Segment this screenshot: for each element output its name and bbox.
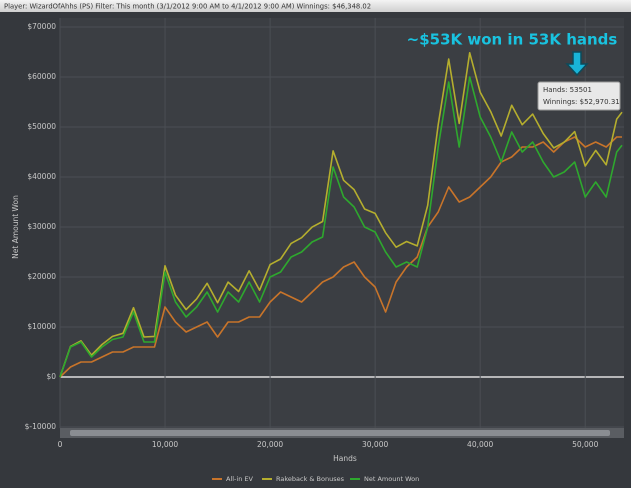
tooltip-line: Winnings: $52,970.31 [543,98,620,106]
legend-label: All-in EV [226,475,254,483]
x-tick-label: 20,000 [257,440,283,449]
y-tick-label: $-10000 [25,422,57,431]
series-line [59,76,623,378]
y-tick-label: $40000 [27,172,56,181]
y-tick-label: $60000 [27,72,56,81]
legend: All-in EV Rakeback & Bonuses Net Amount Wo… [212,475,419,483]
plot-area [60,18,624,438]
x-tick-label: 50,000 [572,440,598,449]
x-tick-label: 0 [58,440,63,449]
y-tick-label: $0 [46,372,56,381]
y-tick-label: $20000 [27,272,56,281]
arrow [565,51,589,77]
y-tick-label: $10000 [27,322,56,331]
legend-label: Rakeback & Bonuses [276,475,345,483]
header-text: Player: WizardOfAhhs (PS) Filter: This m… [4,3,371,11]
x-tick-label: 10,000 [152,440,178,449]
legend-label: Net Amount Won [364,475,419,483]
tooltip [537,81,621,111]
series-line [59,52,623,378]
y-tick-label: $50000 [27,122,56,131]
x-axis-label: Hands [333,454,357,463]
x-tick-label: 30,000 [362,440,388,449]
header-bar [0,0,631,12]
series-line [59,136,622,378]
scrollbar-thumb[interactable] [70,430,610,436]
lines [59,52,623,378]
y-tick-label: $30000 [27,222,56,231]
x-tick-label: 40,000 [467,440,493,449]
y-tick-label: $70000 [27,22,56,31]
y-axis-label: Net Amount Won [11,195,20,259]
tooltip-line: Hands: 53501 [543,86,592,94]
annotation: ~$53K won in 53K hands [407,31,618,49]
